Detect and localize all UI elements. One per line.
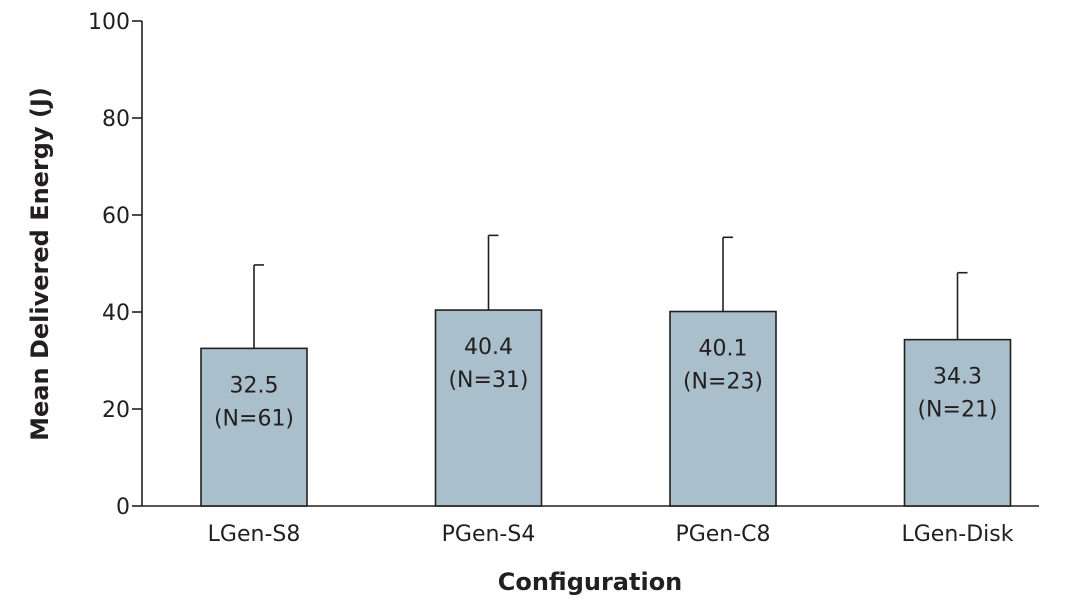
y-tick-label: 0 bbox=[116, 495, 130, 520]
bar-value-label: 34.3 bbox=[933, 365, 982, 390]
bar bbox=[669, 310, 777, 507]
x-tick-labels: LGen-S8 PGen-S4 PGen-C8 LGen-Disk bbox=[208, 522, 1014, 547]
y-tick-label: 100 bbox=[88, 10, 130, 35]
y-tick-label: 80 bbox=[102, 107, 130, 132]
bar-n-label: (N=21) bbox=[917, 398, 997, 423]
x-tick-label: PGen-C8 bbox=[675, 522, 770, 547]
bar bbox=[200, 347, 308, 507]
y-tick-label: 60 bbox=[102, 204, 130, 229]
bar-n-label: (N=23) bbox=[683, 370, 763, 395]
bar-n-label: (N=31) bbox=[448, 368, 528, 393]
y-ticks: 0 20 40 60 80 100 bbox=[88, 10, 142, 520]
y-tick-label: 40 bbox=[102, 301, 130, 326]
bar bbox=[434, 309, 543, 507]
y-axis-title: Mean Delivered Energy (J) bbox=[26, 87, 54, 441]
x-tick-label: LGen-Disk bbox=[902, 522, 1014, 547]
bar bbox=[903, 338, 1012, 507]
bar-value-label: 40.4 bbox=[464, 335, 513, 360]
bar-value-label: 40.1 bbox=[699, 337, 748, 362]
x-tick-label: LGen-S8 bbox=[208, 522, 301, 547]
bar-value-label: 32.5 bbox=[230, 373, 279, 398]
bar-n-label: (N=61) bbox=[214, 406, 294, 431]
y-tick-label: 20 bbox=[102, 398, 130, 423]
x-tick-label: PGen-S4 bbox=[442, 522, 536, 547]
bars: 32.5 (N=61) 40.4 (N=31) 40.1 (N=23) 34.3 (N=21) bbox=[200, 234, 1012, 507]
x-axis-title: Configuration bbox=[498, 568, 683, 596]
